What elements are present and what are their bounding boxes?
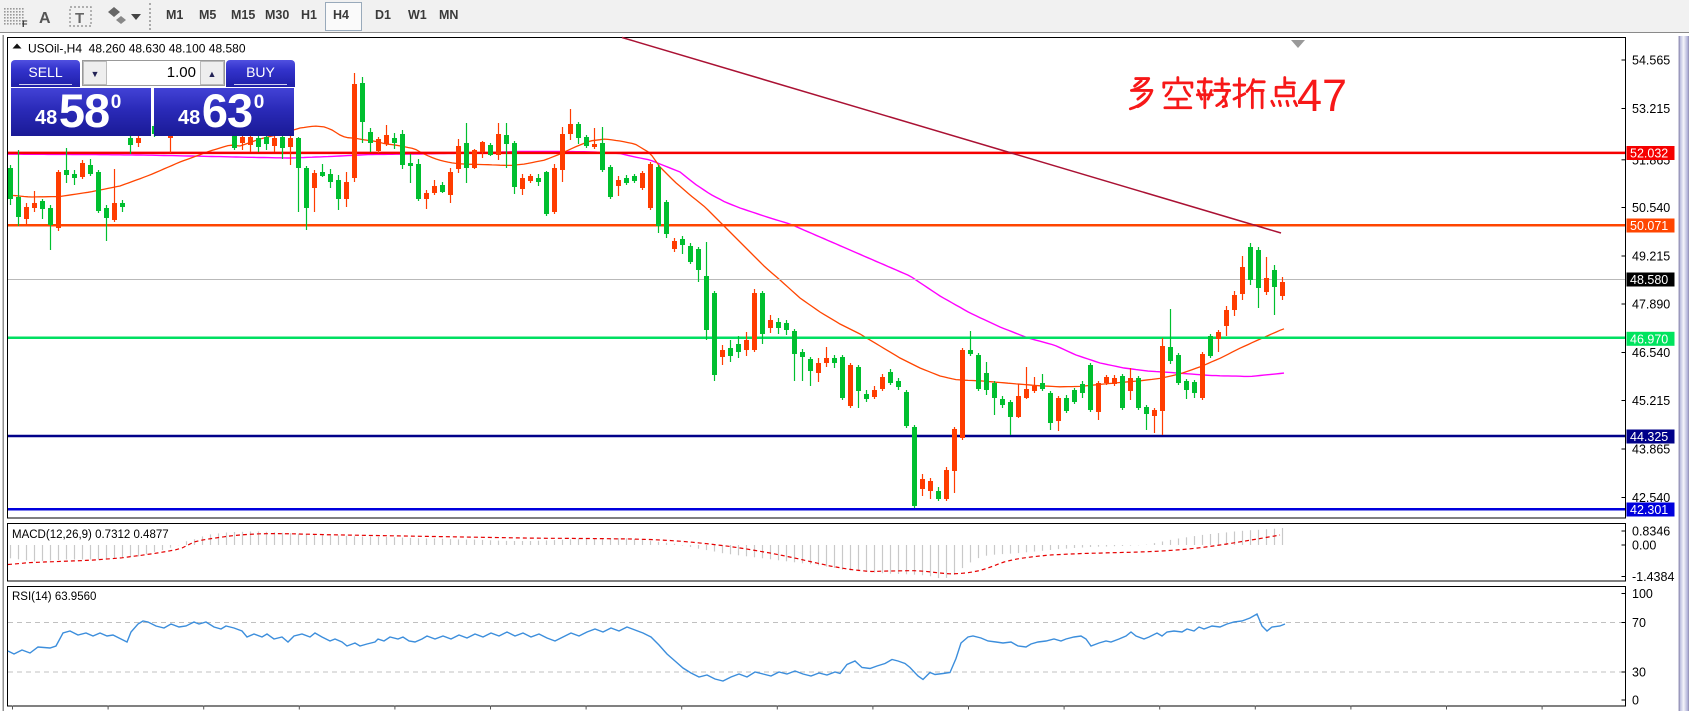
svg-text:52.032: 52.032 — [1630, 147, 1668, 161]
svg-text:54.565: 54.565 — [1632, 54, 1670, 68]
svg-text:100: 100 — [1632, 587, 1653, 601]
svg-text:46.970: 46.970 — [1630, 332, 1668, 346]
svg-text:70: 70 — [1632, 616, 1646, 630]
svg-text:47: 47 — [1297, 70, 1347, 121]
svg-text:50.071: 50.071 — [1630, 219, 1668, 233]
svg-text:43.865: 43.865 — [1632, 443, 1670, 457]
svg-text:F: F — [22, 19, 28, 29]
svg-text:45.215: 45.215 — [1632, 394, 1670, 408]
svg-text:0.00: 0.00 — [1632, 539, 1656, 553]
svg-text:53.215: 53.215 — [1632, 102, 1670, 116]
svg-text:0.8346: 0.8346 — [1632, 525, 1670, 539]
svg-text:42.540: 42.540 — [1632, 491, 1670, 505]
svg-text:42.301: 42.301 — [1630, 503, 1668, 517]
svg-text:-1.4384: -1.4384 — [1632, 570, 1674, 584]
svg-text:0: 0 — [1632, 694, 1639, 708]
svg-text:47.890: 47.890 — [1632, 298, 1670, 312]
svg-text:49.215: 49.215 — [1632, 250, 1670, 264]
svg-text:46.540: 46.540 — [1632, 346, 1670, 360]
svg-text:A: A — [39, 10, 51, 27]
svg-text:30: 30 — [1632, 666, 1646, 680]
svg-text:T: T — [75, 10, 84, 27]
svg-text:USOil-,H4 48.260 48.630 48.10: USOil-,H4 48.260 48.630 48.100 48.580 — [28, 42, 246, 56]
svg-text:44.325: 44.325 — [1630, 430, 1668, 444]
svg-text:50.540: 50.540 — [1632, 201, 1670, 215]
svg-text:RSI(14) 63.9560: RSI(14) 63.9560 — [12, 591, 96, 603]
svg-text:48.580: 48.580 — [1630, 273, 1668, 287]
svg-text:MACD(12,26,9) 0.7312 0.4877: MACD(12,26,9) 0.7312 0.4877 — [12, 529, 169, 541]
